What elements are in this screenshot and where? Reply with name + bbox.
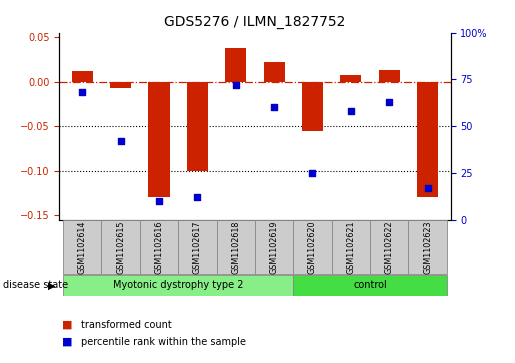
Text: GSM1102622: GSM1102622 (385, 220, 394, 274)
Bar (294, 275, 447, 296)
Bar (225, 48, 246, 82)
Text: GSM1102614: GSM1102614 (78, 220, 87, 274)
Bar (216, 220, 255, 274)
Text: GSM1102616: GSM1102616 (154, 220, 163, 274)
Bar (332, 220, 370, 274)
Point (78, 90, 87, 95)
Bar (63, 220, 101, 274)
Title: GDS5276 / ILMN_1827752: GDS5276 / ILMN_1827752 (164, 15, 346, 29)
Text: GSM1102621: GSM1102621 (347, 220, 355, 274)
Bar (72, 71, 93, 82)
Point (308, 170, 317, 176)
Text: ▶: ▶ (48, 280, 56, 290)
Bar (379, 70, 400, 82)
Point (193, 194, 201, 200)
Bar (302, 82, 323, 131)
Bar (63, 275, 294, 296)
Bar (294, 220, 332, 274)
Text: GSM1102615: GSM1102615 (116, 220, 125, 274)
Point (155, 198, 163, 204)
Text: ■: ■ (62, 337, 72, 347)
Text: GSM1102618: GSM1102618 (231, 220, 240, 274)
Bar (140, 220, 178, 274)
Text: GSM1102620: GSM1102620 (308, 220, 317, 274)
Point (270, 105, 278, 110)
Text: Myotonic dystrophy type 2: Myotonic dystrophy type 2 (113, 280, 244, 290)
Text: disease state: disease state (3, 280, 67, 290)
Text: transformed count: transformed count (81, 320, 172, 330)
Bar (187, 82, 208, 171)
Point (116, 138, 125, 144)
Bar (340, 74, 362, 82)
Bar (255, 220, 294, 274)
Text: GSM1102617: GSM1102617 (193, 220, 202, 274)
Text: percentile rank within the sample: percentile rank within the sample (81, 337, 246, 347)
Bar (370, 220, 408, 274)
Text: GSM1102623: GSM1102623 (423, 220, 432, 274)
Point (347, 108, 355, 114)
Bar (264, 62, 285, 82)
Bar (417, 82, 438, 197)
Point (423, 185, 432, 191)
Bar (148, 82, 169, 197)
Bar (178, 220, 216, 274)
Bar (110, 82, 131, 88)
Bar (101, 220, 140, 274)
Text: ■: ■ (62, 320, 72, 330)
Bar (408, 220, 447, 274)
Text: GSM1102619: GSM1102619 (270, 220, 279, 274)
Text: control: control (353, 280, 387, 290)
Point (385, 99, 393, 105)
Point (232, 82, 240, 88)
